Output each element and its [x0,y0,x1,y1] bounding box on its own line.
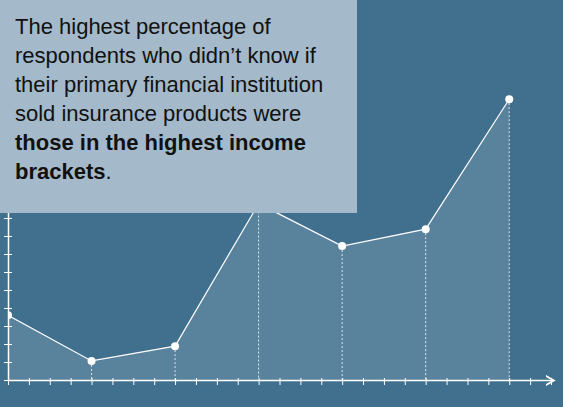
drop-line [342,246,343,380]
plot-area [8,95,513,380]
drop-line [175,346,176,380]
tick-mark [154,378,155,385]
tick [71,378,72,385]
tick-mark [342,378,343,385]
tick [4,380,12,381]
point [422,225,430,233]
tick [154,378,155,385]
tick [4,344,12,345]
tick [300,378,301,385]
tick-mark [217,378,218,385]
tick-mark [467,378,468,385]
tick-mark [196,378,197,385]
tick [4,254,12,255]
tick-mark [300,378,301,385]
tick-mark [4,236,12,237]
tick-mark [488,378,489,385]
annotation-emphasis: those in the highest income brackets [15,130,306,184]
tick-mark [530,378,531,385]
tick [259,378,260,385]
tick-mark [4,362,12,363]
tick [321,378,322,385]
tick [238,378,239,385]
tick [4,308,12,309]
annotation-box: The highest percentage of respondents wh… [0,0,357,213]
tick [488,378,489,385]
tick-mark [321,378,322,385]
tick-mark [259,378,260,385]
annotation: The highest percentage of respondents wh… [15,14,323,126]
tick [342,378,343,385]
drop-line [258,204,259,380]
tick [196,378,197,385]
tick-mark [4,308,12,309]
tick-mark [175,378,176,385]
tick-mark [92,378,93,385]
area [8,99,509,380]
tick [509,378,510,385]
tick-mark [4,290,12,291]
tick-mark [71,378,72,385]
point [505,95,513,103]
tick [384,378,385,385]
tick-mark [447,378,448,385]
tick-mark [280,378,281,385]
annotation-end: . [106,159,112,184]
tick-mark [29,378,30,385]
drop-line [509,99,510,380]
tick [112,378,113,385]
tick-mark [50,378,51,385]
line [8,99,509,361]
tick-mark [4,254,12,255]
tick [217,378,218,385]
tick-mark [4,218,12,219]
tick [50,378,51,385]
drop-line [425,229,426,380]
tick [280,378,281,385]
tick-mark [4,272,12,273]
tick-mark [112,378,113,385]
tick-mark [405,378,406,385]
tick [29,378,30,385]
tick [4,272,12,273]
tick-mark [4,380,12,381]
tick-mark [426,378,427,385]
x-axis [9,378,552,385]
tick [92,378,93,385]
tick [4,290,12,291]
point [171,342,179,350]
tick [530,378,531,385]
tick [4,218,12,219]
tick [467,378,468,385]
tick [551,378,552,385]
tick-mark [363,378,364,385]
tick [4,236,12,237]
tick [426,378,427,385]
tick [4,362,12,363]
tick [133,378,134,385]
tick [405,378,406,385]
tick-mark [551,378,552,385]
tick [447,378,448,385]
tick-mark [4,326,12,327]
tick-mark [238,378,239,385]
tick [175,378,176,385]
point [338,242,346,250]
point [88,357,96,365]
tick-mark [133,378,134,385]
tick [363,378,364,385]
tick [4,326,12,327]
tick-mark [4,344,12,345]
tick-mark [384,378,385,385]
tick-mark [509,378,510,385]
